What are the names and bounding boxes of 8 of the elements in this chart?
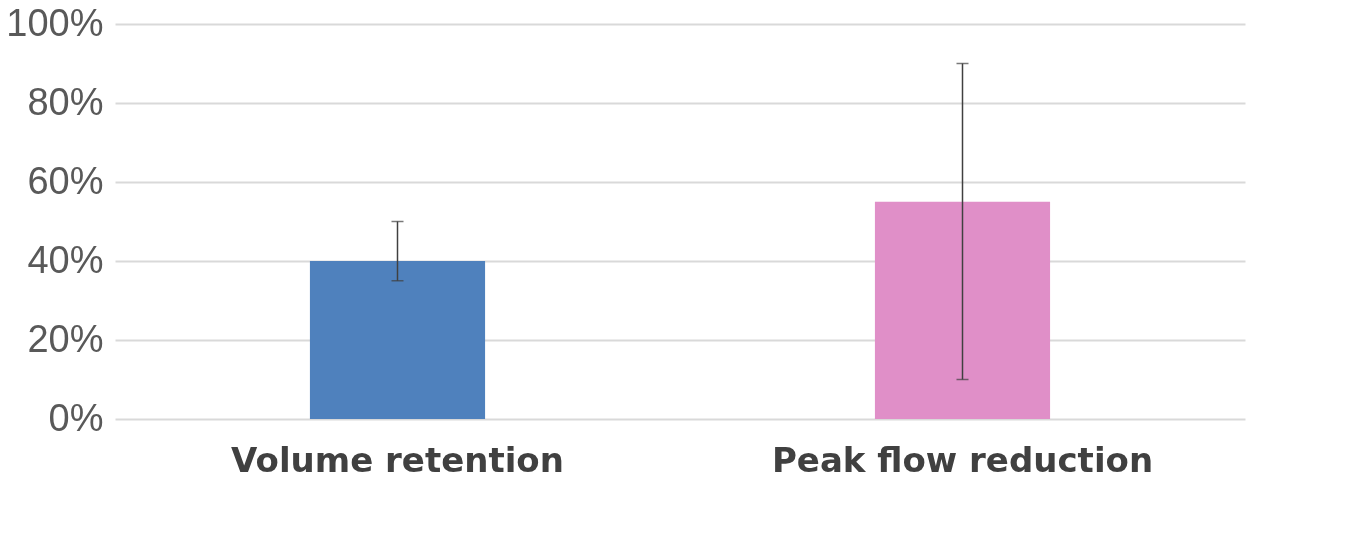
- x-tick-label: Peak flow reduction: [771, 439, 1154, 480]
- y-tick-label: 100%: [6, 1, 104, 44]
- x-tick-label: Volume retention: [231, 439, 564, 480]
- y-tick-label: 60%: [27, 159, 104, 202]
- y-tick-label: 0%: [48, 396, 104, 439]
- y-tick-label: 80%: [27, 80, 104, 123]
- y-tick-label: 20%: [27, 317, 104, 360]
- y-tick-label: 40%: [27, 238, 104, 281]
